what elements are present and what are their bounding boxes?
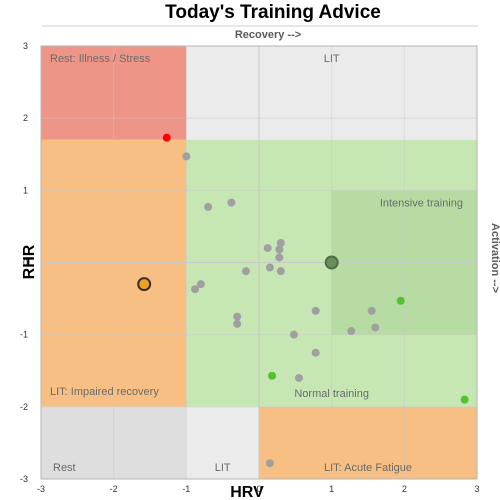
data-point bbox=[367, 306, 376, 315]
zone-7 bbox=[259, 406, 477, 479]
data-point bbox=[204, 202, 213, 211]
data-point bbox=[371, 323, 380, 332]
y-tick-label: -3 bbox=[20, 474, 28, 484]
zone-1 bbox=[186, 46, 478, 140]
data-point bbox=[276, 239, 285, 248]
data-point bbox=[196, 280, 205, 289]
data-point bbox=[191, 285, 200, 294]
data-point bbox=[241, 267, 250, 276]
zone-label-5: Rest bbox=[53, 462, 76, 474]
zone-label-6: LIT bbox=[215, 462, 231, 474]
y-tick-label: 0 bbox=[23, 258, 28, 268]
data-point bbox=[265, 459, 274, 468]
data-point bbox=[233, 312, 242, 321]
data-point bbox=[182, 152, 191, 161]
data-point bbox=[263, 244, 272, 253]
y-axis-label: RHR bbox=[21, 244, 38, 279]
zone-labels-layer: Rest: Illness / Stress LIT LIT: Impaired r… bbox=[50, 53, 463, 474]
ticks-layer: -3 -2 -1 0 1 2 3 3 2 1 0 -1 -2 -3 bbox=[20, 41, 480, 494]
x-tick-label: -1 bbox=[182, 484, 190, 494]
y-direction-label: Activation --> bbox=[489, 223, 500, 293]
y-tick-label: -2 bbox=[20, 402, 28, 412]
data-point bbox=[324, 255, 339, 270]
x-tick-label: -2 bbox=[110, 484, 118, 494]
zone-label-0: Rest: Illness / Stress bbox=[50, 53, 151, 65]
zone-label-2: LIT: Impaired recovery bbox=[50, 386, 159, 398]
zone-0 bbox=[41, 46, 187, 140]
data-point bbox=[265, 263, 274, 272]
x-tick-label: 1 bbox=[329, 484, 334, 494]
points-layer bbox=[137, 133, 469, 468]
data-point bbox=[294, 373, 303, 382]
zone-label-1: LIT bbox=[324, 53, 340, 65]
data-point bbox=[233, 319, 242, 328]
zone-6 bbox=[186, 406, 259, 479]
data-point bbox=[275, 253, 284, 262]
grid-layer bbox=[41, 46, 477, 479]
data-point bbox=[268, 371, 277, 380]
data-point bbox=[137, 277, 152, 292]
zone-2 bbox=[41, 139, 187, 407]
data-point bbox=[227, 198, 236, 207]
plot-border bbox=[40, 45, 478, 480]
x-tick-label: 0 bbox=[256, 484, 261, 494]
y-tick-label: 1 bbox=[23, 185, 28, 195]
data-point bbox=[311, 306, 320, 315]
y-tick-label: 3 bbox=[23, 41, 28, 51]
x-axis-label: HRV bbox=[230, 484, 264, 500]
x-tick-label: -3 bbox=[37, 484, 45, 494]
data-point bbox=[276, 267, 285, 276]
zone-label-3: Normal training bbox=[294, 388, 369, 400]
data-point bbox=[162, 133, 171, 142]
y-tick-label: -1 bbox=[20, 330, 28, 340]
y-tick-label: 2 bbox=[23, 113, 28, 123]
data-point bbox=[396, 296, 405, 305]
data-point bbox=[275, 245, 284, 254]
data-point bbox=[311, 348, 320, 357]
data-point bbox=[347, 327, 356, 336]
zone-5 bbox=[41, 406, 187, 479]
x-direction-label: Recovery --> bbox=[235, 29, 301, 41]
x-tick-label: 2 bbox=[402, 484, 407, 494]
zone-label-7: LIT: Acute Fatigue bbox=[324, 462, 412, 474]
data-point bbox=[460, 395, 469, 404]
chart-title: Today's Training Advice bbox=[165, 2, 381, 23]
zone-label-4: Intensive training bbox=[380, 197, 463, 209]
data-point bbox=[289, 330, 298, 339]
x-tick-label: 3 bbox=[474, 484, 479, 494]
